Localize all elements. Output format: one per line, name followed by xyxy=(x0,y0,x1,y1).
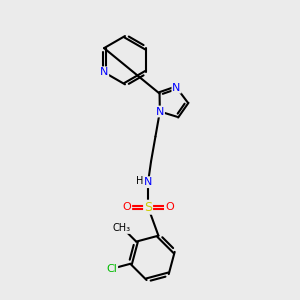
Text: O: O xyxy=(165,202,174,212)
Text: N: N xyxy=(156,106,164,116)
Text: S: S xyxy=(144,201,152,214)
Text: Cl: Cl xyxy=(106,264,117,274)
Text: CH₃: CH₃ xyxy=(112,223,130,233)
Text: H: H xyxy=(136,176,143,186)
Text: N: N xyxy=(144,177,152,187)
Text: N: N xyxy=(100,67,108,77)
Text: O: O xyxy=(122,202,131,212)
Text: N: N xyxy=(172,83,181,93)
